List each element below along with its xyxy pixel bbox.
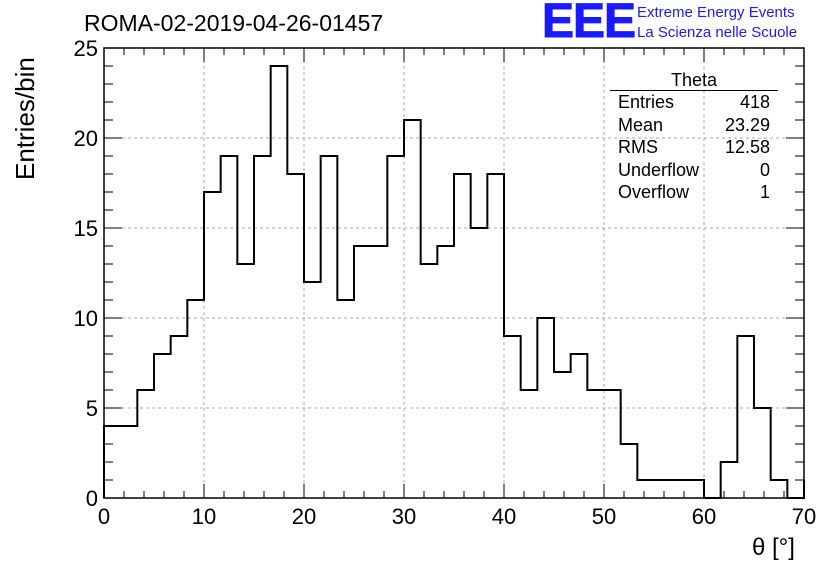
x-tick-label: 70 bbox=[792, 504, 816, 529]
stats-label: Entries bbox=[618, 92, 675, 112]
chart-title: ROMA-02-2019-04-26-01457 bbox=[84, 10, 384, 36]
brand-line-2: La Scienza nelle Scuole bbox=[637, 24, 798, 41]
y-tick-label: 20 bbox=[74, 126, 98, 151]
y-tick-label: 0 bbox=[86, 486, 98, 511]
stats-row-entries: Entries 418 bbox=[610, 91, 778, 114]
stats-label: RMS bbox=[618, 137, 658, 158]
stats-row-mean: Mean 23.29 bbox=[610, 114, 778, 137]
stats-value: 12.58 bbox=[724, 137, 770, 158]
brand-line-1: Extreme Energy Events bbox=[637, 4, 795, 21]
x-tick-label: 40 bbox=[492, 504, 516, 529]
stats-label: Mean bbox=[618, 114, 664, 135]
y-tick-label: 5 bbox=[86, 396, 98, 421]
stats-label: Underflow bbox=[618, 159, 700, 180]
plot-frame bbox=[103, 47, 805, 499]
x-axis-label: θ [°] bbox=[752, 534, 795, 561]
x-tick-label: 20 bbox=[292, 504, 316, 529]
x-tick-label: 0 bbox=[98, 504, 110, 529]
stats-row-rms: RMS 12.58 bbox=[610, 136, 778, 159]
stats-value: 23.29 bbox=[724, 114, 770, 135]
x-tick-label: 30 bbox=[392, 504, 416, 529]
eee-logo: EEE bbox=[541, 0, 636, 48]
stats-value: 1 bbox=[759, 182, 770, 203]
y-tick-label: 10 bbox=[74, 306, 98, 331]
stats-value: 418 bbox=[739, 92, 770, 112]
stats-row-overflow: Overflow 1 bbox=[610, 181, 778, 204]
brand-text: Extreme Energy Events La Scienza nelle S… bbox=[637, 3, 797, 43]
stats-row-underflow: Underflow 0 bbox=[610, 159, 778, 182]
stats-box: Theta Entries 418 Mean 23.29 RMS 12.58 U… bbox=[610, 70, 778, 204]
x-tick-label: 50 bbox=[592, 504, 616, 529]
stats-title: Theta bbox=[610, 70, 778, 91]
y-axis-label: Entries/bin bbox=[10, 57, 40, 180]
x-tick-label: 10 bbox=[192, 504, 216, 529]
x-tick-label: 60 bbox=[692, 504, 716, 529]
y-tick-label: 25 bbox=[74, 36, 98, 61]
stats-value: 0 bbox=[759, 159, 770, 180]
stats-label: Overflow bbox=[618, 182, 690, 203]
y-tick-label: 15 bbox=[74, 216, 98, 241]
